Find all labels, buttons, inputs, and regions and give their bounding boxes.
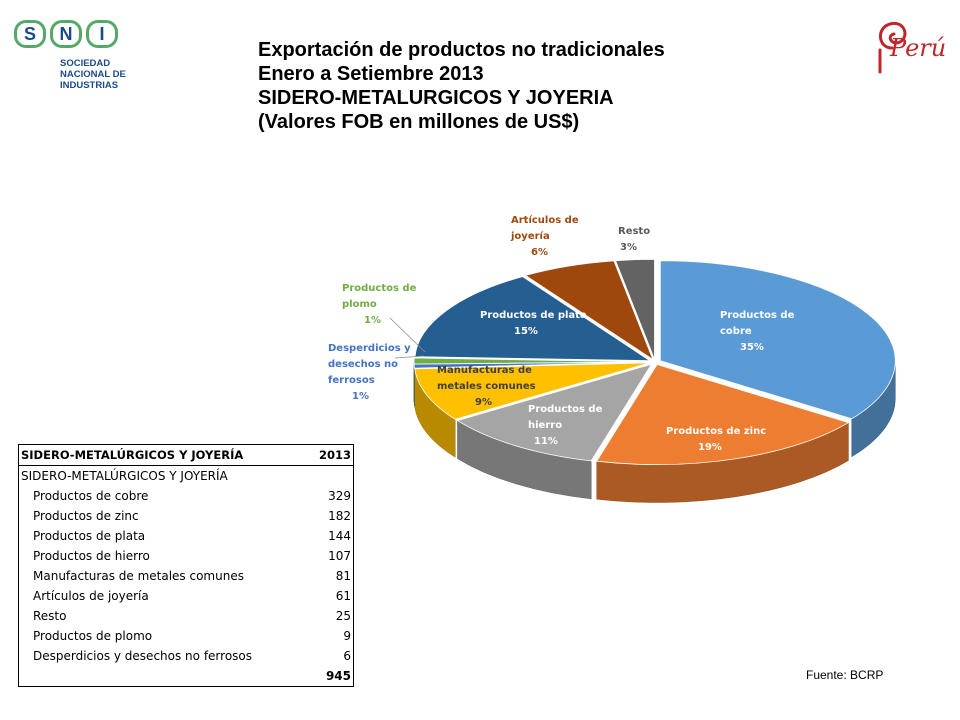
peru-word: Perú (890, 34, 947, 62)
table-row: Productos de plata 144 (19, 526, 354, 546)
pie-sides (413, 360, 896, 503)
slice-label-desperdicios-y-desechos-no-ferrosos: Desperdicios y desechos no ferrosos 1% (328, 343, 411, 402)
slice-productos-de-hierro (456, 363, 653, 462)
table-group-row: SIDERO-METALÚRGICOS Y JOYERÍA (19, 466, 354, 487)
table-row-label: Productos de zinc (33, 509, 139, 523)
table-row-label: Productos de plata (33, 529, 146, 543)
slice-label-text: Desperdicios y desechos no ferrosos (328, 343, 411, 386)
sni-letter-n: N (50, 20, 82, 48)
slice-percent-label: 35% (740, 342, 764, 353)
table-row: Productos de zinc 182 (19, 506, 354, 526)
slice-label-productos-de-cobre: Productos de cobre 35% (720, 310, 795, 353)
table-row: Artículos de joyería 61 (19, 586, 354, 606)
table-row-label: Manufacturas de metales comunes (33, 569, 244, 583)
title-line-4: (Valores FOB en millones de US$) (258, 111, 580, 133)
slice-label-text: Productos de plata (480, 310, 587, 321)
table-row-label: Productos de cobre (33, 489, 149, 503)
table-row-label: Productos de hierro (33, 549, 150, 563)
pie-tops (413, 258, 896, 465)
table-row-value: 107 (328, 549, 351, 563)
table-row: Productos de plomo 9 (19, 626, 354, 646)
slice-percent-label: 1% (364, 315, 381, 326)
slice-label-productos-de-hierro: Productos de hierro 11% (528, 404, 603, 447)
slice-manufacturas-de-metales-comunes (414, 362, 650, 420)
slice-percent-label: 19% (698, 442, 722, 453)
slice-label-resto: Resto 3% (618, 226, 650, 253)
table-row-label: Desperdicios y desechos no ferrosos (33, 649, 252, 663)
slice-label-text: Manufacturas de metales comunes (437, 365, 536, 392)
slice-percent-label: 15% (514, 326, 538, 337)
sni-org-line: NACIONAL DE (60, 69, 126, 80)
slice-label-text: Productos de hierro (528, 404, 603, 431)
sni-logo: S N I SOCIEDAD NACIONAL DE INDUSTRIAS (14, 20, 134, 110)
slice-percent-label: 3% (620, 242, 637, 253)
slice-label-text: Productos de cobre (720, 310, 795, 337)
sni-letters: S N I (14, 20, 134, 48)
peru-spiral-icon (878, 21, 907, 74)
table-row: Productos de cobre 329 (19, 486, 354, 506)
slice-label-articulos-de-joyeria: Artículos de joyería 6% (510, 214, 579, 258)
table-row-value: 61 (335, 589, 351, 603)
table-row-value: 144 (328, 529, 351, 543)
table-row-label: Productos de plomo (33, 629, 153, 643)
title-line-3: SIDERO-METALURGICOS Y JOYERIA (258, 87, 614, 109)
table-row-value: 182 (328, 509, 351, 523)
slice-label-text: Productos de zinc (666, 426, 766, 437)
slice-productos-de-zinc (596, 364, 850, 465)
table-header-year: 2013 (299, 444, 354, 466)
table-header-label: SIDERO-METALÚRGICOS Y JOYERÍA (18, 444, 299, 466)
peru-logo: Perú (870, 14, 950, 74)
data-table: SIDERO-METALÚRGICOS Y JOYERÍA 2013 SIDER… (18, 444, 354, 687)
chart-title: Exportación de productos no tradicionale… (258, 38, 665, 134)
sni-letter-i: I (86, 20, 118, 48)
slice-label-productos-de-plata: Productos de plata 15% (480, 310, 587, 337)
source-note: Fuente: BCRP (806, 668, 884, 682)
table-row-value: 329 (328, 489, 351, 503)
slice-articulos-de-joyeria (524, 260, 654, 361)
slice-productos-de-plomo (413, 357, 650, 365)
table-row: Desperdicios y desechos no ferrosos 6 (19, 646, 354, 666)
title-line-2: Enero a Setiembre 2013 (258, 63, 484, 85)
sni-letter-s: S (14, 20, 46, 48)
sni-org-line: INDUSTRIAS (60, 80, 119, 91)
table-row-value: 81 (335, 569, 351, 583)
sni-org-line: SOCIEDAD (60, 58, 111, 69)
table-group-value (299, 466, 354, 487)
slice-productos-de-plata (414, 276, 652, 362)
table-total-row: 945 (19, 666, 354, 687)
slice-percent-label: 11% (534, 436, 558, 447)
table-group-label: SIDERO-METALÚRGICOS Y JOYERÍA (21, 469, 228, 483)
slice-label-text: Artículos de joyería (510, 214, 579, 242)
table-row-value: 25 (335, 609, 351, 623)
slice-productos-de-cobre (659, 260, 896, 420)
table-row: Manufacturas de metales comunes 81 (19, 566, 354, 586)
table-total-label (19, 666, 300, 687)
slice-label-manufacturas-de-metales-comunes: Manufacturas de metales comunes 9% (437, 365, 536, 408)
pie-labels: Productos de cobre 35% Productos de zinc 19%… (328, 214, 795, 453)
table-row-value: 6 (343, 649, 351, 663)
slice-label-productos-de-plomo: Productos de plomo 1% (342, 283, 417, 326)
table-row: Resto 25 (19, 606, 354, 626)
table-header-row: SIDERO-METALÚRGICOS Y JOYERÍA 2013 (18, 444, 354, 466)
table-row-label: Resto (33, 609, 67, 623)
slice-label-text: Resto (618, 226, 650, 237)
sni-org-name: SOCIEDAD NACIONAL DE INDUSTRIAS (60, 58, 134, 91)
title-line-1: Exportación de productos no tradicionale… (258, 39, 665, 61)
slice-percent-label: 9% (475, 397, 492, 408)
slice-resto (615, 258, 655, 360)
slice-label-productos-de-zinc: Productos de zinc 19% (666, 426, 766, 453)
leader-line (389, 317, 426, 353)
table-total-value: 945 (325, 669, 351, 683)
slice-label-text: Productos de plomo (342, 283, 417, 310)
slice-percent-label: 1% (352, 391, 369, 402)
table-row: Productos de hierro 107 (19, 546, 354, 566)
table-row-value: 9 (343, 629, 351, 643)
table-row-label: Artículos de joyería (33, 589, 149, 603)
slice-percent-label: 6% (531, 247, 548, 258)
leader-line (394, 355, 425, 359)
